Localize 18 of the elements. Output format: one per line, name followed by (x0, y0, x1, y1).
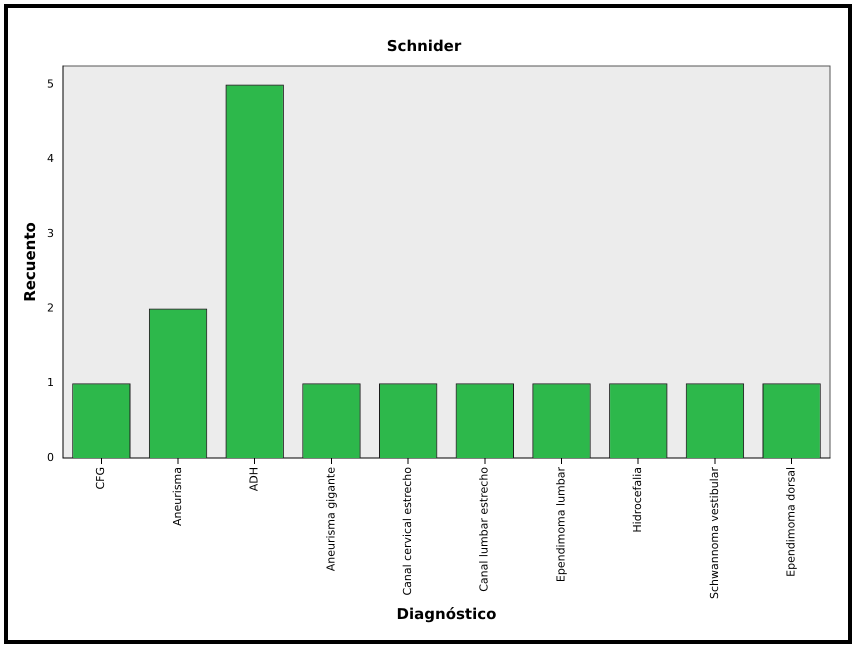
x-tick-label: Schwannoma vestibular (708, 466, 721, 600)
y-tick-label: 2 (47, 302, 54, 315)
x-tick-label: ADH (248, 466, 261, 492)
x-tick-label: Canal lumbar estrecho (478, 466, 491, 592)
x-tick-label: Hidrocefalia (631, 466, 644, 533)
x-tick-label: Ependimoma lumbar (554, 466, 568, 582)
x-tick-label: Canal cervical estrecho (401, 466, 414, 596)
chart-title: Schnider (386, 36, 462, 55)
y-tick-label: 1 (47, 376, 54, 390)
y-tick-label: 0 (47, 450, 54, 464)
y-axis-title: Recuento (20, 222, 39, 302)
y-tick-label: 5 (47, 78, 54, 91)
x-tick-label: Ependimoma dorsal (784, 466, 798, 577)
y-tick-label: 4 (47, 152, 54, 166)
x-tick-label: CFG (94, 466, 108, 490)
y-tick-label: 3 (47, 226, 54, 240)
x-tick-label: Aneurisma gigante (324, 466, 338, 572)
x-tick-label: Aneurisma (170, 466, 184, 526)
